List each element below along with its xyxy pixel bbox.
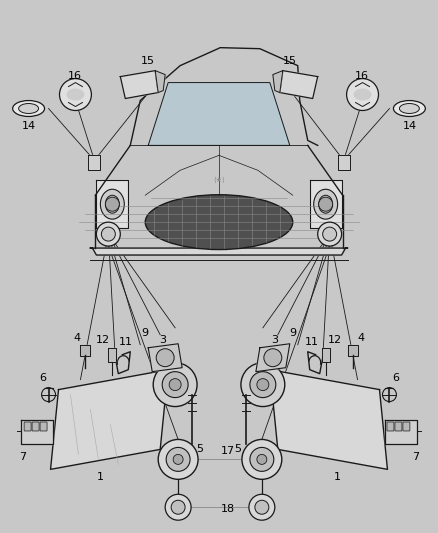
Text: 18: 18 <box>221 504 235 514</box>
FancyBboxPatch shape <box>395 422 402 431</box>
Circle shape <box>153 362 197 407</box>
Text: 12: 12 <box>96 335 110 345</box>
Circle shape <box>382 387 396 401</box>
Polygon shape <box>280 71 318 99</box>
Circle shape <box>173 455 183 464</box>
Circle shape <box>318 222 342 246</box>
Ellipse shape <box>13 101 45 117</box>
Polygon shape <box>120 71 158 99</box>
Polygon shape <box>88 155 100 171</box>
Text: 17: 17 <box>221 447 235 456</box>
Circle shape <box>169 378 181 391</box>
Circle shape <box>257 455 267 464</box>
Text: 14: 14 <box>403 122 417 132</box>
Ellipse shape <box>399 103 419 114</box>
Circle shape <box>257 378 269 391</box>
Ellipse shape <box>106 195 119 213</box>
Text: 14: 14 <box>21 122 35 132</box>
Circle shape <box>101 227 115 241</box>
Text: 3: 3 <box>160 335 167 345</box>
Polygon shape <box>270 370 388 470</box>
Ellipse shape <box>393 101 425 117</box>
Circle shape <box>158 439 198 479</box>
Circle shape <box>156 349 174 367</box>
Text: 6: 6 <box>39 373 46 383</box>
Text: 3: 3 <box>271 335 278 345</box>
Text: 7: 7 <box>19 453 26 463</box>
Text: 6: 6 <box>392 373 399 383</box>
Ellipse shape <box>314 189 338 219</box>
Text: 4: 4 <box>74 333 81 343</box>
Polygon shape <box>338 155 350 171</box>
Circle shape <box>323 227 337 241</box>
Circle shape <box>319 197 332 211</box>
Circle shape <box>241 362 285 407</box>
Polygon shape <box>385 419 417 445</box>
Polygon shape <box>321 348 330 362</box>
Text: ⟨★⟩: ⟨★⟩ <box>213 177 225 183</box>
Circle shape <box>166 447 190 471</box>
Ellipse shape <box>353 88 371 101</box>
Polygon shape <box>148 83 290 146</box>
Text: 9: 9 <box>289 328 297 338</box>
Text: 4: 4 <box>357 333 364 343</box>
Text: 5: 5 <box>234 445 241 455</box>
Text: 16: 16 <box>354 70 368 80</box>
Text: 12: 12 <box>328 335 342 345</box>
Polygon shape <box>148 344 182 372</box>
Text: 5: 5 <box>197 445 204 455</box>
Polygon shape <box>96 180 128 228</box>
Circle shape <box>96 222 120 246</box>
Text: 7: 7 <box>412 453 419 463</box>
FancyBboxPatch shape <box>403 422 410 431</box>
Polygon shape <box>155 71 165 93</box>
Ellipse shape <box>19 103 39 114</box>
Polygon shape <box>256 344 290 372</box>
Polygon shape <box>310 180 342 228</box>
Ellipse shape <box>100 189 124 219</box>
Polygon shape <box>348 345 357 356</box>
FancyBboxPatch shape <box>387 422 394 431</box>
Circle shape <box>249 494 275 520</box>
Circle shape <box>242 439 282 479</box>
Ellipse shape <box>145 195 293 249</box>
Circle shape <box>42 387 56 401</box>
Polygon shape <box>81 345 90 356</box>
Circle shape <box>106 197 119 211</box>
Polygon shape <box>50 370 168 470</box>
Circle shape <box>60 78 92 110</box>
Circle shape <box>255 500 269 514</box>
Circle shape <box>171 500 185 514</box>
Circle shape <box>165 494 191 520</box>
Text: 11: 11 <box>119 337 133 347</box>
Polygon shape <box>108 348 117 362</box>
Polygon shape <box>273 71 283 93</box>
Ellipse shape <box>67 88 85 101</box>
Circle shape <box>264 349 282 367</box>
Text: 15: 15 <box>141 55 155 66</box>
Polygon shape <box>90 248 348 255</box>
Text: 15: 15 <box>283 55 297 66</box>
Circle shape <box>162 372 188 398</box>
Circle shape <box>250 447 274 471</box>
Ellipse shape <box>319 195 332 213</box>
Text: 1: 1 <box>334 472 341 482</box>
Text: 11: 11 <box>305 337 319 347</box>
FancyBboxPatch shape <box>32 422 39 431</box>
Text: 9: 9 <box>141 328 149 338</box>
Polygon shape <box>21 419 53 445</box>
FancyBboxPatch shape <box>24 422 31 431</box>
Text: 16: 16 <box>67 70 81 80</box>
Circle shape <box>346 78 378 110</box>
FancyBboxPatch shape <box>40 422 47 431</box>
Circle shape <box>250 372 276 398</box>
Text: 1: 1 <box>97 472 104 482</box>
